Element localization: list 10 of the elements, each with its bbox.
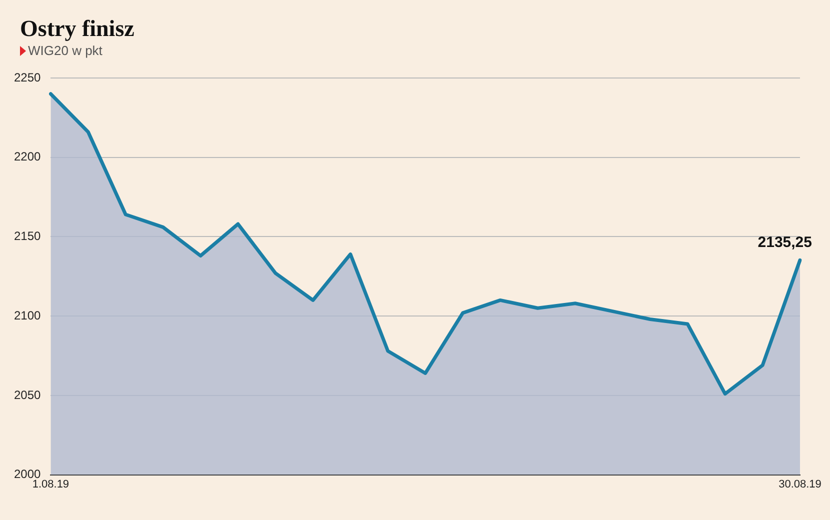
annotation: 2135,25 <box>758 234 812 251</box>
x-tick-label: 1.08.19 <box>32 478 70 490</box>
y-tick-label: 2200 <box>14 150 42 164</box>
x-tick-label: 30.08.19 <box>778 478 822 490</box>
y-tick-label: 2050 <box>14 388 42 402</box>
y-tick-label: 2150 <box>14 229 42 244</box>
y-tick-label: 2250 <box>14 70 42 84</box>
chart-subtitle: WIG20 w pkt <box>28 43 102 58</box>
chart-title: Ostry finisz <box>20 16 134 42</box>
y-tick-label: 2100 <box>14 308 42 322</box>
